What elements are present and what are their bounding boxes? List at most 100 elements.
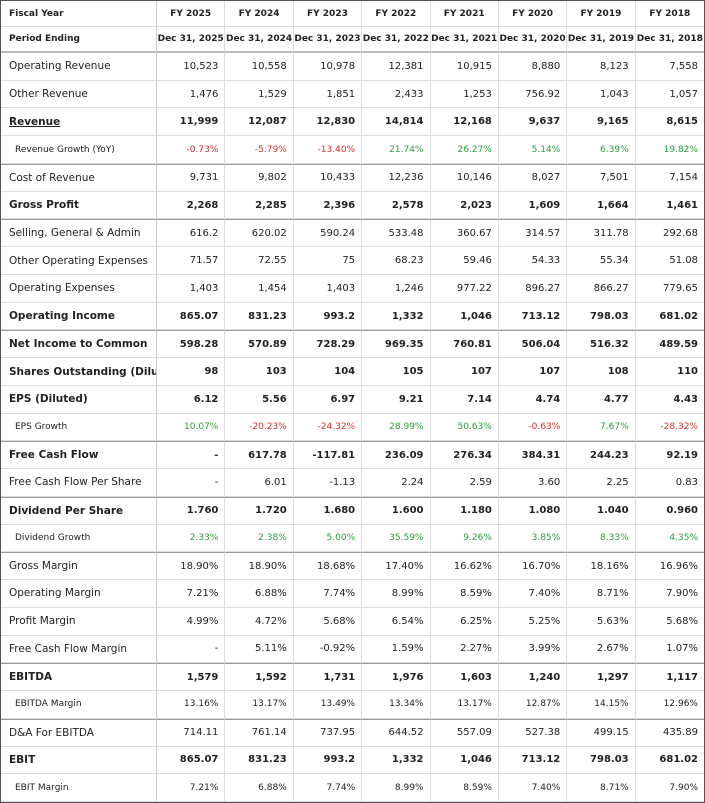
value-cell: 7.74% (293, 580, 363, 608)
row-label: Revenue Growth (YoY) (1, 136, 157, 164)
value-cell: 866.27 (567, 274, 636, 303)
row-label: EBITDA (1, 663, 157, 692)
period-ending: Dec 31, 2019 (567, 27, 636, 53)
value-cell: 8.99% (362, 774, 431, 802)
row-label: Cost of Revenue (1, 163, 157, 192)
value-cell: 6.88% (225, 580, 294, 608)
value-cell: 713.12 (498, 746, 568, 775)
value-cell: 10,558 (225, 53, 294, 81)
value-cell: 4.74 (498, 385, 568, 414)
value-cell: 13.49% (293, 691, 363, 719)
value-cell: 10,915 (430, 53, 499, 81)
value-cell: 831.23 (225, 302, 294, 331)
fiscal-year: FY 2020 (498, 1, 568, 27)
value-cell: 499.15 (567, 718, 636, 747)
value-cell: 1,851 (293, 80, 363, 109)
value-cell: 4.77 (567, 385, 636, 414)
value-cell: 2.27% (430, 635, 499, 664)
row-label: Revenue (1, 108, 157, 137)
value-cell: 6.54% (362, 607, 431, 636)
value-cell: 977.22 (430, 274, 499, 303)
value-cell: 28.99% (362, 413, 431, 442)
row-label: Gross Profit (1, 191, 157, 220)
value-cell: 17.40% (362, 552, 431, 581)
value-cell: 1.180 (430, 496, 499, 525)
value-cell: 1,297 (567, 663, 636, 692)
value-cell: 1.040 (567, 496, 636, 525)
value-cell: 1.760 (157, 496, 226, 525)
row-label: Free Cash Flow Per Share (1, 469, 157, 497)
value-cell: 9,731 (157, 163, 226, 192)
value-cell: -28.32% (635, 414, 704, 442)
value-cell: 13.17% (430, 691, 499, 719)
value-cell: 12,381 (362, 53, 431, 81)
period-ending: Dec 31, 2018 (635, 27, 704, 53)
period-ending: Dec 31, 2025 (157, 27, 226, 53)
row-label: EBITDA Margin (1, 691, 157, 719)
value-cell: 5.00% (293, 524, 363, 553)
value-cell: 644.52 (362, 718, 431, 747)
value-cell: 1.080 (498, 496, 568, 525)
value-cell: 12,236 (362, 163, 431, 192)
fiscal-year: FY 2024 (225, 1, 294, 27)
value-cell: 2.67% (567, 635, 636, 664)
value-cell: 533.48 (362, 219, 431, 248)
row-label: Other Operating Expenses (1, 247, 157, 275)
fiscal-year: FY 2022 (362, 1, 431, 27)
value-cell: 16.96% (635, 552, 704, 581)
value-cell: 1.680 (293, 496, 363, 525)
value-cell: 570.89 (225, 330, 294, 359)
period-ending: Dec 31, 2020 (498, 27, 568, 53)
value-cell: 7.40% (498, 774, 568, 802)
value-cell: 5.68% (293, 607, 363, 636)
value-cell: 2.25 (567, 469, 636, 497)
value-cell: -24.32% (293, 413, 363, 442)
row-label: Shares Outstanding (Diluted) (1, 358, 157, 386)
value-cell: 5.14% (498, 136, 568, 164)
value-cell: 9,802 (225, 163, 294, 192)
value-cell: 236.09 (362, 441, 431, 470)
value-cell: 108 (567, 358, 636, 386)
row-label: D&A For EBITDA (1, 718, 157, 747)
row-label: EBIT (1, 746, 157, 775)
value-cell: 51.08 (635, 247, 704, 275)
value-cell: 1,731 (293, 663, 363, 692)
value-cell: 616.2 (157, 219, 226, 248)
value-cell: 728.29 (293, 330, 363, 359)
value-cell: 75 (293, 247, 363, 275)
value-cell: 865.07 (157, 302, 226, 331)
value-cell: 506.04 (498, 330, 568, 359)
value-cell: 435.89 (635, 718, 704, 747)
value-cell: 16.70% (498, 552, 568, 581)
value-cell: 5.63% (567, 607, 636, 636)
value-cell: 18.16% (567, 552, 636, 581)
value-cell: 1,253 (430, 80, 499, 109)
value-cell: 1,476 (157, 80, 226, 109)
period-ending: Dec 31, 2022 (362, 27, 431, 53)
value-cell: -20.23% (225, 413, 294, 442)
value-cell: 8,880 (498, 53, 568, 81)
value-cell: 8,027 (498, 163, 568, 192)
value-cell: 10,146 (430, 163, 499, 192)
value-cell: 2.24 (362, 469, 431, 497)
value-cell: 5.68% (635, 608, 704, 636)
value-cell: 4.35% (635, 525, 704, 553)
value-cell: 9,637 (498, 108, 568, 137)
value-cell: 18.68% (293, 552, 363, 581)
value-cell: 21.74% (362, 136, 431, 164)
header-label: Fiscal Year (1, 1, 157, 27)
value-cell: 10,523 (157, 53, 226, 81)
row-label: Free Cash Flow (1, 441, 157, 470)
value-cell: 1,046 (430, 746, 499, 775)
value-cell: 10,433 (293, 163, 363, 192)
period-ending: Dec 31, 2023 (293, 27, 363, 53)
value-cell: 13.17% (225, 691, 294, 719)
value-cell: 1,454 (225, 274, 294, 303)
value-cell: 7,154 (635, 163, 704, 192)
value-cell: 2.33% (157, 524, 226, 553)
value-cell: 292.68 (635, 219, 704, 248)
value-cell: 714.11 (157, 718, 226, 747)
value-cell: 713.12 (498, 302, 568, 331)
value-cell: 1,403 (157, 274, 226, 303)
